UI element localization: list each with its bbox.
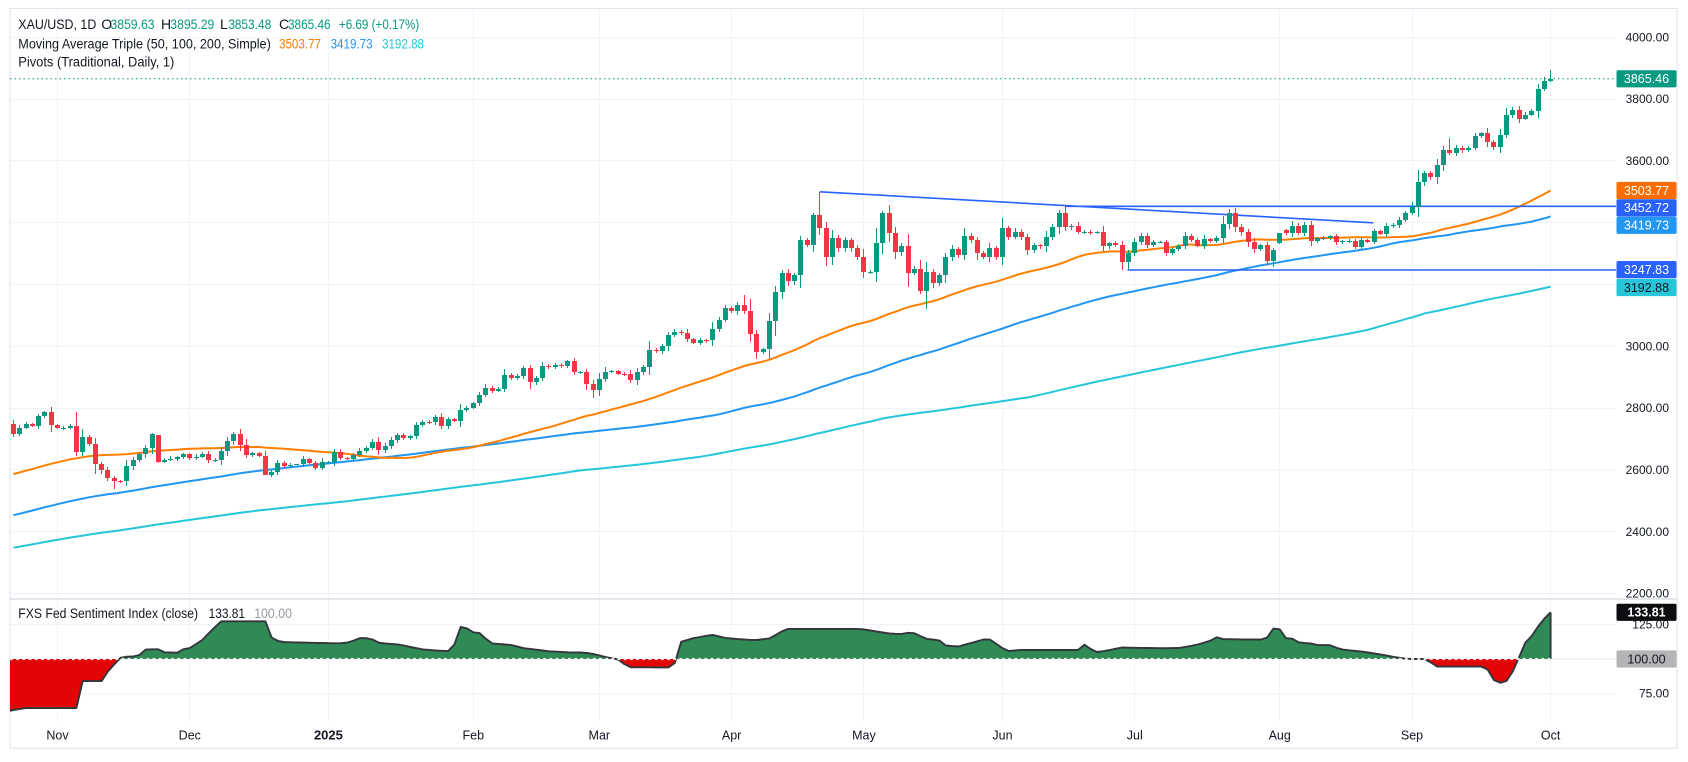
svg-text:C: C xyxy=(279,16,289,32)
svg-text:3419.73: 3419.73 xyxy=(1624,219,1669,233)
svg-text:+6.69 (+0.17%): +6.69 (+0.17%) xyxy=(339,16,419,32)
svg-text:133.81: 133.81 xyxy=(209,605,246,621)
svg-text:2800.00: 2800.00 xyxy=(1626,401,1670,415)
svg-text:2200.00: 2200.00 xyxy=(1626,587,1670,601)
svg-text:100.00: 100.00 xyxy=(254,605,292,621)
svg-text:3895.29: 3895.29 xyxy=(170,16,214,32)
svg-text:Pivots (Traditional, Daily, 1): Pivots (Traditional, Daily, 1) xyxy=(18,54,174,70)
svg-text:3419.73: 3419.73 xyxy=(331,36,373,52)
svg-text:3247.83: 3247.83 xyxy=(1624,263,1669,277)
svg-text:Oct: Oct xyxy=(1541,729,1561,743)
svg-text:L: L xyxy=(220,16,228,32)
svg-text:3865.46: 3865.46 xyxy=(1624,72,1669,86)
svg-text:Aug: Aug xyxy=(1269,729,1291,743)
svg-text:75.00: 75.00 xyxy=(1639,687,1669,701)
svg-text:125.00: 125.00 xyxy=(1632,618,1669,632)
svg-text:3800.00: 3800.00 xyxy=(1626,92,1670,106)
svg-text:3853.48: 3853.48 xyxy=(228,16,271,32)
svg-text:2600.00: 2600.00 xyxy=(1626,463,1670,477)
svg-text:Feb: Feb xyxy=(463,729,485,743)
svg-text:2400.00: 2400.00 xyxy=(1626,525,1670,539)
svg-text:H: H xyxy=(161,16,171,32)
svg-text:3192.88: 3192.88 xyxy=(1624,281,1669,295)
svg-text:3192.88: 3192.88 xyxy=(382,36,424,52)
svg-text:XAU/USD, 1D: XAU/USD, 1D xyxy=(18,16,96,32)
svg-text:3503.77: 3503.77 xyxy=(1624,184,1669,198)
svg-text:3865.46: 3865.46 xyxy=(288,16,331,32)
svg-text:2025: 2025 xyxy=(314,728,343,743)
svg-text:May: May xyxy=(852,729,876,743)
svg-text:3000.00: 3000.00 xyxy=(1626,339,1670,353)
svg-text:3859.63: 3859.63 xyxy=(111,16,155,32)
svg-text:FXS Fed Sentiment Index (close: FXS Fed Sentiment Index (close) xyxy=(18,605,198,621)
svg-text:Sep: Sep xyxy=(1401,729,1423,743)
svg-text:Nov: Nov xyxy=(46,729,69,743)
svg-text:Jun: Jun xyxy=(992,729,1012,743)
svg-text:100.00: 100.00 xyxy=(1627,652,1665,666)
svg-text:Apr: Apr xyxy=(722,729,741,743)
svg-text:4000.00: 4000.00 xyxy=(1626,30,1670,44)
svg-text:3503.77: 3503.77 xyxy=(279,36,321,52)
svg-text:3452.72: 3452.72 xyxy=(1624,201,1669,215)
svg-text:Moving Average Triple (50, 100: Moving Average Triple (50, 100, 200, Sim… xyxy=(18,36,270,52)
svg-text:133.81: 133.81 xyxy=(1627,606,1665,620)
svg-text:Mar: Mar xyxy=(589,729,611,743)
svg-text:O: O xyxy=(101,16,112,32)
svg-text:3600.00: 3600.00 xyxy=(1626,154,1670,168)
svg-text:Jul: Jul xyxy=(1127,729,1143,743)
svg-text:Dec: Dec xyxy=(179,729,201,743)
